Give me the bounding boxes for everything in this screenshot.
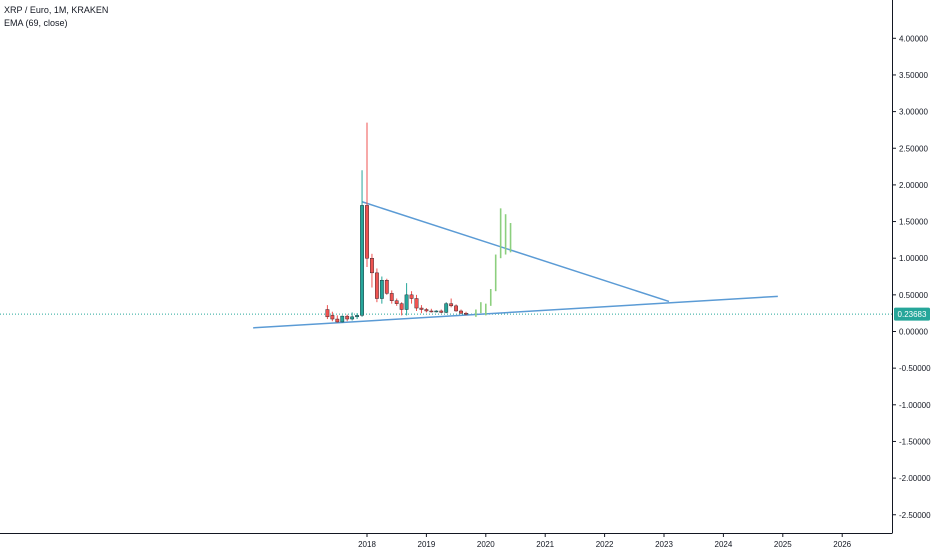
last-price-badge-bg xyxy=(894,307,930,321)
candle-body xyxy=(429,310,434,313)
y-tick-label: -1.00000 xyxy=(899,401,931,410)
legend: XRP / Euro, 1M, KRAKEN EMA (69, close) xyxy=(4,4,108,30)
candle-body xyxy=(379,279,384,299)
candle-body xyxy=(459,310,463,314)
candle-body xyxy=(409,294,414,299)
trendline-1[interactable] xyxy=(253,295,778,329)
x-tick-label: 2022 xyxy=(596,540,614,549)
last-price-badge-text: 0.23683 xyxy=(898,310,927,319)
x-tick-label: 2018 xyxy=(358,540,376,549)
candle-body xyxy=(399,303,404,310)
last-price-badge: 0.23683 xyxy=(894,307,930,321)
x-tick-label: 2025 xyxy=(774,540,792,549)
y-tick-label: 2.00000 xyxy=(899,181,928,190)
y-tick-label: -0.50000 xyxy=(899,364,931,373)
candle-body xyxy=(444,303,449,313)
y-tick-label: -1.50000 xyxy=(899,437,931,446)
candle-body xyxy=(384,279,389,294)
candle-body xyxy=(404,294,409,310)
y-tick-label: 3.00000 xyxy=(899,108,928,117)
y-tick-label: 2.50000 xyxy=(899,144,928,153)
y-tick-label: 1.00000 xyxy=(899,254,928,263)
candle-body xyxy=(414,298,419,309)
candle-body xyxy=(355,315,359,318)
y-tick-label: -2.00000 xyxy=(899,474,931,483)
y-tick-label: 0.00000 xyxy=(899,328,928,337)
candle-body xyxy=(370,258,374,274)
x-tick-label: 2024 xyxy=(715,540,733,549)
y-tick-label: 1.50000 xyxy=(899,218,928,227)
candle-body xyxy=(454,305,458,312)
candle-body xyxy=(335,318,340,323)
y-tick-label: 4.00000 xyxy=(899,34,928,43)
symbol-title: XRP / Euro, 1M, KRAKEN xyxy=(4,5,109,15)
candle-body xyxy=(389,293,394,301)
candle-body xyxy=(394,300,399,304)
candle-body xyxy=(434,310,439,313)
candle-body xyxy=(439,310,444,313)
y-tick-label: -2.50000 xyxy=(899,511,931,520)
indicator-label: EMA (69, close) xyxy=(4,18,68,28)
candle-body xyxy=(375,272,379,299)
x-tick-label: 2023 xyxy=(655,540,673,549)
candle-body xyxy=(449,303,454,307)
trendline-2[interactable] xyxy=(361,201,670,303)
candle-body xyxy=(350,316,355,320)
x-tick-label: 2019 xyxy=(418,540,436,549)
x-tick-label: 2026 xyxy=(833,540,851,549)
candle-body xyxy=(325,309,330,318)
candle-body xyxy=(340,315,345,323)
candle-body xyxy=(330,315,335,320)
y-tick-label: 3.50000 xyxy=(899,71,928,80)
x-tick-label: 2020 xyxy=(477,540,495,549)
candle-body xyxy=(419,307,424,310)
candle-body xyxy=(464,312,468,315)
candle-body xyxy=(360,205,364,316)
x-tick-label: 2021 xyxy=(536,540,554,549)
candle-body xyxy=(345,315,350,320)
candle-body xyxy=(424,309,429,312)
candle-body xyxy=(365,205,369,259)
y-tick-label: 0.50000 xyxy=(899,291,928,300)
